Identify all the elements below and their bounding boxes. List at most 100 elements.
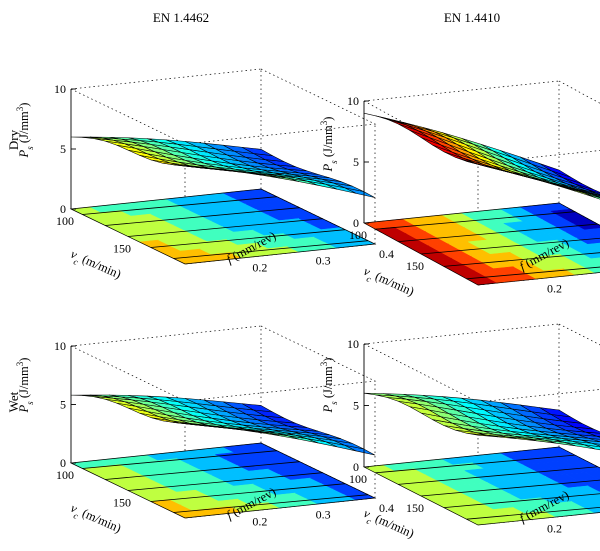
z-tick-label: 5 xyxy=(60,398,66,412)
y-tick-label: 0.4 xyxy=(379,501,394,515)
contour-cell xyxy=(590,257,600,264)
x-label-symbol: v xyxy=(69,501,80,516)
z-label-symbol: P xyxy=(17,149,31,158)
contour-line xyxy=(105,461,300,480)
contour-line xyxy=(105,207,300,226)
x-label-sub: c xyxy=(72,510,80,521)
contour-line xyxy=(420,237,600,255)
contour-cell xyxy=(579,491,600,500)
y-tick-label: 0.2 xyxy=(547,521,562,535)
y-tick-label: 0.4 xyxy=(379,247,394,261)
contour-line xyxy=(82,450,277,469)
x-label-symbol: v xyxy=(69,247,80,262)
x-tick-label: 150 xyxy=(406,259,424,273)
contour-line xyxy=(82,196,277,215)
z-label-units: (J/mm xyxy=(321,366,335,401)
contour-line xyxy=(466,266,600,280)
z-label-sup: 3 xyxy=(319,120,329,125)
contour-line xyxy=(466,506,600,520)
x-tick-label: 100 xyxy=(56,214,74,228)
z-label-close: ) xyxy=(321,117,335,121)
z-label-symbol: P xyxy=(321,404,335,413)
contour-line xyxy=(173,240,369,259)
contour-line xyxy=(443,252,600,267)
contour-cell xyxy=(572,464,600,473)
z-label-symbol: P xyxy=(321,163,335,172)
y-tick-label: 0.3 xyxy=(316,508,331,522)
z-tick-label: 0 xyxy=(353,216,359,230)
contour-cell xyxy=(587,484,600,492)
y-label-symbol: f xyxy=(517,259,528,274)
x-label-sub: c xyxy=(365,274,373,285)
y-label-symbol: f xyxy=(224,252,235,267)
contour-outline xyxy=(69,442,377,519)
z-label-sup: 3 xyxy=(319,361,329,366)
contour-cell xyxy=(595,235,600,239)
z-label-sub: s xyxy=(25,146,35,150)
z-label-close: ) xyxy=(321,358,335,362)
contour-line xyxy=(150,483,346,502)
contour-line xyxy=(375,211,575,230)
z-tick-label: 5 xyxy=(353,155,359,169)
z-axis-label: Ps (J/mm3) xyxy=(15,103,35,159)
contour-cell xyxy=(576,477,600,487)
contour-cell xyxy=(576,235,600,245)
surface-cell xyxy=(70,136,102,139)
x-tick-label: 100 xyxy=(56,468,74,482)
z-tick-label: 5 xyxy=(60,142,66,156)
surface-cell xyxy=(363,112,396,121)
z-label-sup: 3 xyxy=(15,106,25,111)
surface-cell xyxy=(344,187,376,198)
z-label-units: (J/mm xyxy=(17,366,31,401)
z-tick-label: 5 xyxy=(353,399,359,413)
z-tick-label: 10 xyxy=(54,82,66,96)
column-title: EN 1.4462 xyxy=(153,10,209,25)
y-tick-label: 0.3 xyxy=(316,254,331,268)
y-label-symbol: f xyxy=(517,511,528,526)
y-label-symbol: f xyxy=(224,508,235,523)
surface-cell xyxy=(70,394,102,397)
contour-cell xyxy=(584,228,600,237)
contour-cell xyxy=(584,470,600,479)
contour-cell xyxy=(572,221,600,231)
z-label-symbol: P xyxy=(17,404,31,413)
x-tick-label: 150 xyxy=(406,501,424,515)
z-tick-label: 10 xyxy=(54,339,66,353)
z-tick-label: 10 xyxy=(347,94,359,108)
z-label-sub: s xyxy=(329,401,339,405)
surface-cell xyxy=(344,444,376,456)
z-axis-label: Ps (J/mm3) xyxy=(15,358,35,414)
contour-cell xyxy=(595,477,600,481)
row-label: Wet xyxy=(6,391,21,412)
x-tick-label: 150 xyxy=(113,496,131,510)
x-label-symbol: v xyxy=(362,506,373,521)
contour-outline xyxy=(362,446,600,526)
surface-cell xyxy=(363,392,396,397)
contour-cell xyxy=(571,499,600,508)
contour-cell xyxy=(571,258,600,268)
contour-line xyxy=(420,479,600,497)
z-tick-label: 0 xyxy=(353,460,359,474)
y-tick-label: 0.2 xyxy=(252,260,267,274)
contour-line xyxy=(398,223,598,242)
z-label-close: ) xyxy=(17,103,31,107)
column-title: EN 1.4410 xyxy=(444,10,500,25)
contour-line xyxy=(150,229,346,248)
contour-line xyxy=(127,218,323,237)
z-label-sup: 3 xyxy=(15,361,25,366)
z-tick-label: 0 xyxy=(60,202,66,216)
contour-line xyxy=(173,494,369,513)
y-tick-label: 0.2 xyxy=(252,514,267,528)
contour-outline xyxy=(69,188,377,265)
x-label-sub: c xyxy=(72,256,80,267)
z-axis-label: Ps (J/mm3) xyxy=(319,358,339,414)
contour-outline xyxy=(362,202,600,286)
y-tick-label: 0.2 xyxy=(547,281,562,295)
contour-cell xyxy=(587,242,600,251)
x-tick-label: 100 xyxy=(349,472,367,486)
